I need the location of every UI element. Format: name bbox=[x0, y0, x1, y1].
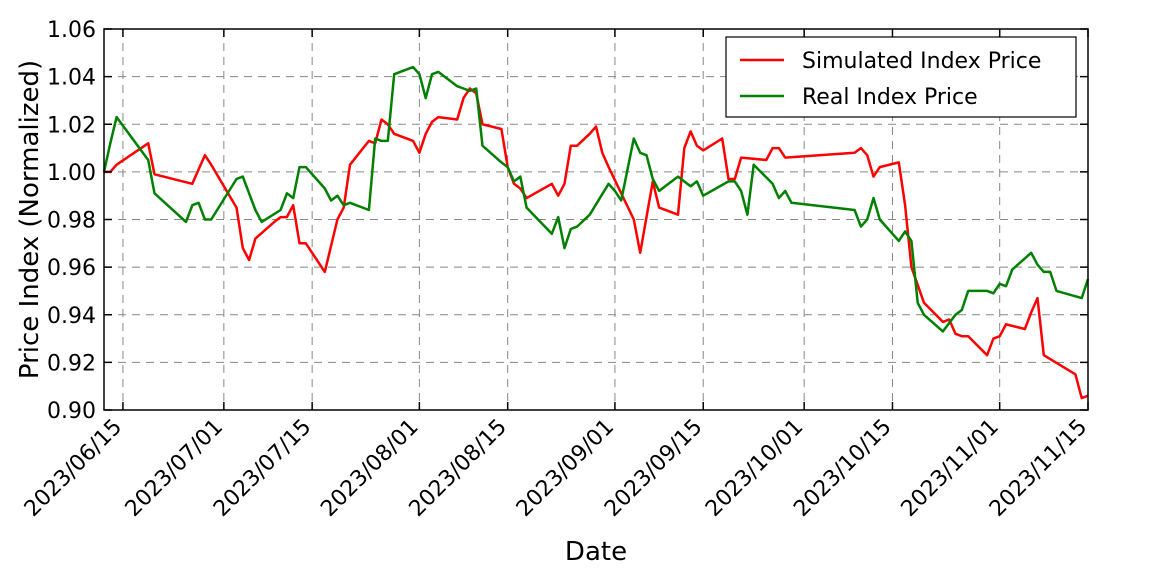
legend-label: Simulated Index Price bbox=[802, 49, 1041, 74]
series-lines bbox=[102, 65, 1090, 400]
legend-label: Real Index Price bbox=[802, 85, 978, 110]
y-tick-label: 0.96 bbox=[47, 256, 96, 281]
y-axis-ticks: 0.90 0.92 0.94 0.96 0.98 1.00 1.02 1.04 1.06 bbox=[47, 18, 1088, 424]
legend-box bbox=[725, 36, 1077, 118]
legend: Simulated Index Price Real Index Price bbox=[725, 36, 1077, 118]
y-tick-label: 0.98 bbox=[47, 209, 96, 234]
y-tick-label: 0.90 bbox=[47, 399, 96, 424]
y-tick-label: 1.04 bbox=[47, 66, 96, 91]
y-tick-label: 1.06 bbox=[47, 18, 96, 43]
series-line-real bbox=[102, 65, 1090, 333]
y-tick-label: 1.02 bbox=[47, 113, 96, 138]
y-axis-label: Price Index (Normalized) bbox=[15, 60, 45, 379]
x-tick-label: 2023/06/15 bbox=[20, 415, 127, 522]
series-line-simulated bbox=[104, 87, 1089, 400]
y-tick-label: 0.94 bbox=[47, 304, 96, 329]
y-tick-label: 1.00 bbox=[47, 161, 96, 186]
x-axis-label: Date bbox=[565, 537, 627, 567]
y-tick-label: 0.92 bbox=[47, 351, 96, 376]
